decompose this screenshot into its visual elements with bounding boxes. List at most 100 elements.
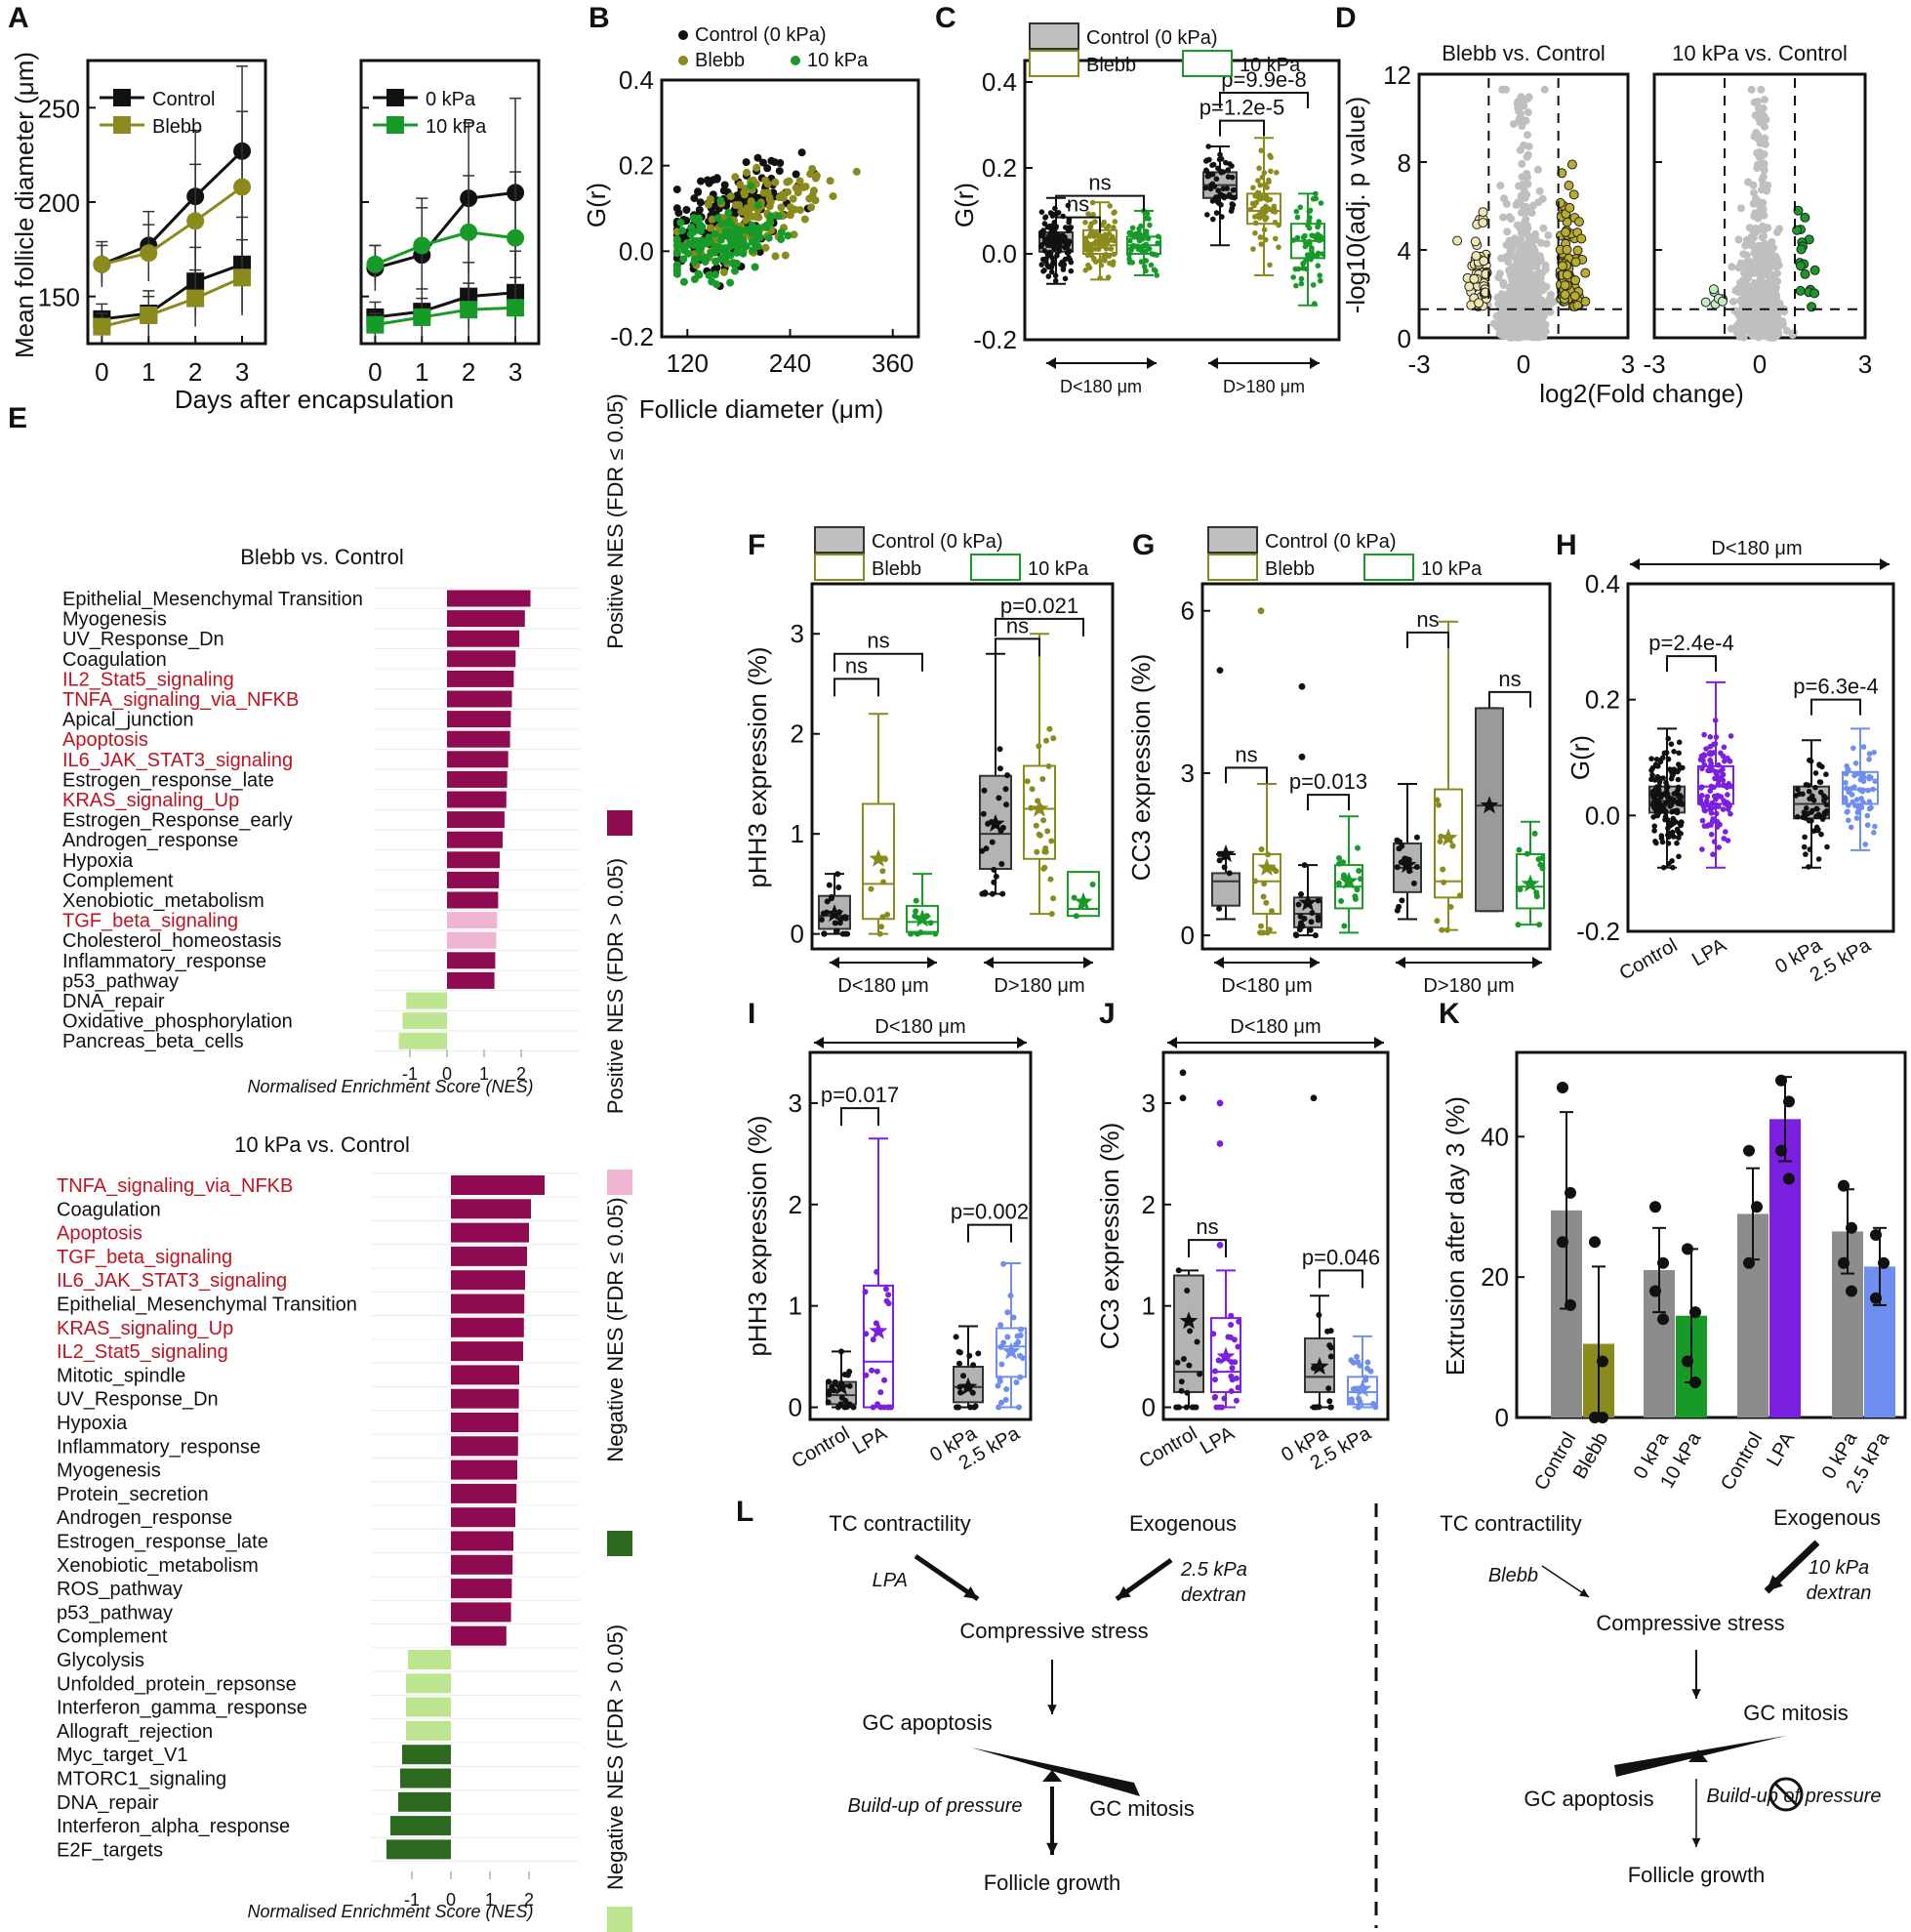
mean-star bbox=[1521, 874, 1540, 892]
data-point bbox=[1315, 917, 1321, 924]
data-point bbox=[1219, 214, 1225, 220]
data-point bbox=[1065, 202, 1072, 209]
data-point bbox=[1658, 803, 1664, 809]
data-point bbox=[1187, 1328, 1194, 1335]
pathway-label: Complement bbox=[62, 870, 174, 891]
volcano-point-down bbox=[1481, 287, 1490, 298]
mean-star bbox=[1339, 871, 1359, 889]
panel-H-sig-1-bracket bbox=[1810, 698, 1861, 716]
replicate-point bbox=[1689, 1377, 1701, 1389]
data-point bbox=[1202, 185, 1209, 191]
data-point bbox=[834, 871, 841, 878]
data-point bbox=[1668, 775, 1675, 782]
scatter-point bbox=[751, 263, 759, 271]
volcano-point-ns bbox=[1769, 311, 1777, 319]
data-point bbox=[1704, 794, 1711, 800]
data-point bbox=[1857, 776, 1864, 783]
data-point bbox=[1017, 1332, 1024, 1338]
data-point bbox=[1213, 176, 1220, 183]
scatter-point bbox=[775, 167, 784, 176]
nes-bar bbox=[451, 1317, 524, 1337]
data-point bbox=[1220, 169, 1227, 175]
data-point bbox=[1264, 185, 1270, 190]
data-point bbox=[1007, 1293, 1014, 1299]
volcano-point-ns bbox=[1513, 276, 1522, 285]
data-point bbox=[1848, 824, 1854, 831]
data-point bbox=[1015, 1338, 1022, 1345]
scatter-point bbox=[766, 212, 775, 221]
panel-C-sig-2-bracket-label: p=1.2e-5 bbox=[1199, 96, 1284, 120]
panel-D-ytick-label: 12 bbox=[1383, 61, 1411, 90]
panel-A-xtick-label: 0 bbox=[368, 357, 382, 387]
data-point bbox=[1341, 873, 1347, 880]
data-point bbox=[1355, 1404, 1362, 1411]
data-point bbox=[1261, 170, 1268, 176]
volcano-point-ns bbox=[1525, 312, 1533, 320]
data-point bbox=[1091, 256, 1097, 263]
data-point bbox=[818, 917, 825, 923]
volcano-point-up bbox=[1560, 289, 1570, 300]
data-point bbox=[838, 915, 845, 922]
volcano-point-ns bbox=[1537, 280, 1546, 289]
volcano-point-ns bbox=[1514, 103, 1523, 112]
data-point bbox=[1807, 757, 1812, 763]
panel-J-frame bbox=[1161, 1050, 1390, 1421]
data-point bbox=[1663, 779, 1669, 786]
data-point bbox=[868, 885, 874, 892]
data-point bbox=[1218, 191, 1224, 198]
volcano-point-ns bbox=[1751, 228, 1760, 237]
panel-J-sig-1-bracket bbox=[1319, 1269, 1363, 1289]
data-point bbox=[1871, 749, 1877, 756]
panel-G-sig-2-bracket-label: ns bbox=[1416, 607, 1439, 632]
panel-label-F: F bbox=[748, 529, 765, 561]
data-point bbox=[1084, 252, 1091, 259]
scatter-point bbox=[765, 202, 774, 211]
panel-F-group-1-range-arrowhead-right bbox=[927, 957, 937, 968]
data-point bbox=[1004, 772, 1011, 779]
data-point bbox=[1039, 776, 1046, 782]
pathway-label: Hypoxia bbox=[62, 850, 134, 872]
L-left-gc-mitosis: GC mitosis bbox=[1089, 1796, 1195, 1821]
data-point bbox=[1147, 222, 1153, 228]
data-point bbox=[1034, 848, 1040, 855]
data-point bbox=[1013, 1379, 1020, 1385]
data-point bbox=[821, 930, 828, 937]
mean-star bbox=[1001, 1341, 1021, 1360]
scatter-point bbox=[719, 186, 728, 195]
panel-D-title-1: 10 kPa vs. Control bbox=[1672, 41, 1848, 65]
data-point bbox=[1310, 196, 1317, 202]
data-point bbox=[1033, 822, 1039, 829]
data-point bbox=[1699, 793, 1705, 799]
nes-bar bbox=[447, 851, 500, 869]
data-marker-circle bbox=[460, 223, 478, 241]
data-marker-square bbox=[413, 308, 431, 326]
replicate-point bbox=[1775, 1144, 1787, 1157]
volcano-point-ns bbox=[1750, 249, 1759, 258]
scatter-point bbox=[705, 270, 713, 279]
nes-bar bbox=[447, 711, 511, 728]
data-point bbox=[825, 1399, 832, 1406]
replicate-point bbox=[1657, 1256, 1669, 1269]
data-point bbox=[841, 1404, 848, 1411]
panel-I-sig-1-bracket bbox=[967, 1223, 1012, 1243]
scatter-point bbox=[762, 223, 771, 231]
data-point bbox=[1215, 165, 1221, 172]
data-point bbox=[1049, 255, 1056, 262]
data-point bbox=[1274, 169, 1280, 176]
data-point bbox=[1846, 767, 1851, 773]
data-point bbox=[1175, 1404, 1182, 1411]
panel-C-sig-2-bracket bbox=[1219, 119, 1265, 137]
data-point bbox=[881, 1377, 888, 1383]
data-point bbox=[1127, 246, 1134, 252]
L-right-dextran: dextran bbox=[1807, 1583, 1872, 1604]
volcano-point-ns bbox=[1507, 319, 1516, 328]
volcano-point-up bbox=[1566, 159, 1577, 170]
nes-bar bbox=[451, 1413, 519, 1432]
data-point bbox=[1723, 829, 1728, 835]
data-point bbox=[1126, 251, 1132, 258]
scatter-point bbox=[795, 177, 804, 185]
volcano-point-ns bbox=[1496, 315, 1505, 324]
panel-H-sig-1-bracket-label: p=6.3e-4 bbox=[1793, 675, 1878, 699]
data-point bbox=[1294, 214, 1301, 221]
scatter-point bbox=[742, 216, 751, 225]
